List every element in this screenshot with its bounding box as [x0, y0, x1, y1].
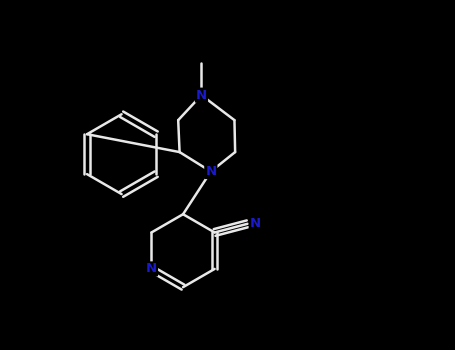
Text: N: N: [205, 165, 217, 178]
Text: N: N: [146, 262, 157, 275]
Text: N: N: [250, 217, 261, 230]
Text: N: N: [196, 89, 207, 101]
